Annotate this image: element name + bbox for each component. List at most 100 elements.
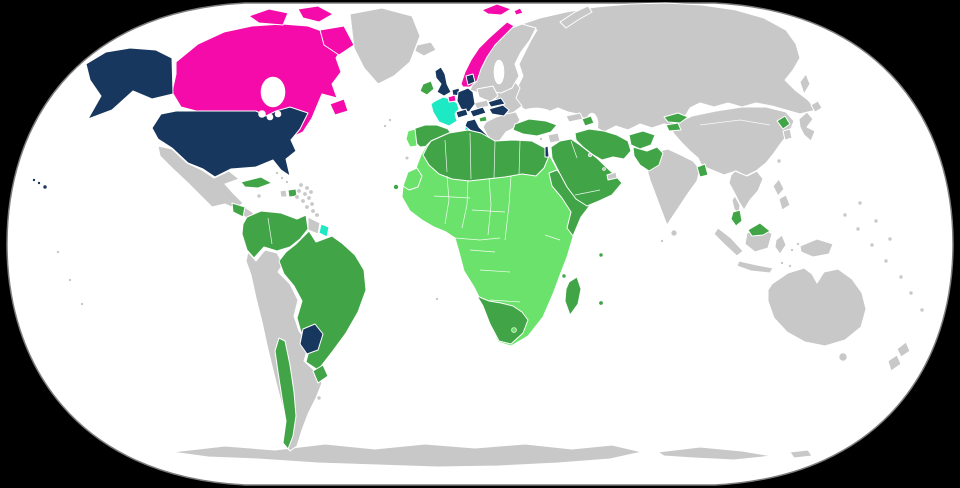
region-lesser-sunda <box>780 261 784 265</box>
region-azores <box>388 118 392 122</box>
region-haiti <box>279 189 288 198</box>
region-belgium <box>447 94 457 103</box>
region-lesser-sunda <box>788 264 792 268</box>
region-java <box>736 260 774 274</box>
island-dot <box>310 208 316 214</box>
region-japan-hokkaido <box>810 100 823 113</box>
region-seychelles <box>598 252 604 258</box>
region-mexico <box>157 145 244 210</box>
region-slovakia <box>487 97 506 108</box>
region-hungary <box>488 104 510 117</box>
region-novaya-zemlya <box>559 5 593 29</box>
region-st-helena <box>435 297 439 301</box>
island-dot <box>300 198 306 204</box>
region-iran <box>574 128 632 161</box>
great-lakes <box>274 110 282 118</box>
region-taiwan <box>776 158 782 164</box>
region-alaska <box>85 47 174 120</box>
region-maldives <box>660 239 664 243</box>
region-arabia <box>550 138 623 207</box>
region-philippines <box>778 194 791 211</box>
island-dot <box>80 302 84 306</box>
region-poland <box>476 85 499 103</box>
island-dot <box>898 274 904 280</box>
region-svalbard <box>513 7 524 16</box>
region-canada-arctic <box>297 5 334 23</box>
region-antarctica <box>789 449 813 459</box>
region-madagascar <box>564 276 582 316</box>
region-israel <box>544 145 550 158</box>
region-tasmania <box>838 352 848 362</box>
island-dot <box>883 258 889 264</box>
region-united-kingdom <box>434 66 452 97</box>
region-western-sahara <box>402 167 423 191</box>
region-bahamas <box>285 180 289 184</box>
country-border-lines <box>267 119 771 303</box>
region-czechia <box>473 99 490 110</box>
region-jamaica <box>256 193 262 199</box>
region-philippines <box>772 178 785 197</box>
island-dot <box>304 185 310 191</box>
region-malaysia-borneo <box>747 222 771 237</box>
region-falkland-islands <box>316 395 322 401</box>
region-guyana-suriname <box>307 216 321 235</box>
region-moluccas <box>790 248 794 252</box>
region-lesotho <box>511 327 517 333</box>
region-newfoundland <box>329 98 349 116</box>
region-norway <box>460 21 515 88</box>
island-dot <box>302 191 308 197</box>
region-brazil <box>278 230 367 371</box>
region-honduras-nicaragua <box>231 202 246 218</box>
island-dot <box>908 290 914 296</box>
region-denmark <box>465 73 476 86</box>
region-azerbaijan <box>581 115 595 127</box>
island-dot <box>857 200 863 206</box>
region-canada-arctic <box>248 8 289 26</box>
region-svalbard <box>481 3 512 16</box>
island-dot <box>304 204 310 210</box>
region-new-zealand <box>887 354 902 372</box>
black-sea <box>519 107 553 121</box>
region-syria <box>547 132 561 144</box>
baltic-sea <box>493 59 505 85</box>
region-qatar <box>602 167 606 171</box>
region-south-korea <box>782 128 793 141</box>
island-dot <box>68 278 72 282</box>
region-hawaii <box>37 181 41 185</box>
region-pakistan <box>632 146 664 172</box>
region-russia <box>513 2 817 133</box>
region-tajikistan <box>665 122 682 132</box>
island-dot <box>873 218 879 224</box>
island-dot <box>306 195 312 201</box>
region-mauritius <box>598 300 604 306</box>
island-dot <box>56 250 60 254</box>
island-dot <box>296 188 302 194</box>
hudson-bay <box>260 76 286 108</box>
region-hawaii <box>42 184 48 190</box>
pacific-island-dots <box>56 200 925 313</box>
great-lakes <box>258 110 266 118</box>
island-dot <box>842 212 848 218</box>
region-china-mongolia <box>669 106 795 177</box>
region-bahamas <box>275 171 279 175</box>
region-portugal <box>405 128 418 148</box>
region-kuwait <box>587 152 593 158</box>
region-india <box>644 148 701 226</box>
island-dot <box>298 182 304 188</box>
region-greenland <box>349 7 421 85</box>
region-new-guinea <box>799 238 834 258</box>
region-cuba <box>240 176 273 189</box>
island-dot <box>309 201 315 207</box>
region-germany <box>456 87 476 113</box>
region-baffin <box>319 25 355 56</box>
region-afghanistan <box>628 130 656 150</box>
region-australia <box>767 267 867 347</box>
region-sulawesi <box>774 234 787 255</box>
island-dot <box>919 307 925 313</box>
island-dot <box>869 242 875 248</box>
region-japan <box>798 111 816 142</box>
region-antarctica <box>657 446 773 461</box>
island-dot <box>887 236 893 242</box>
